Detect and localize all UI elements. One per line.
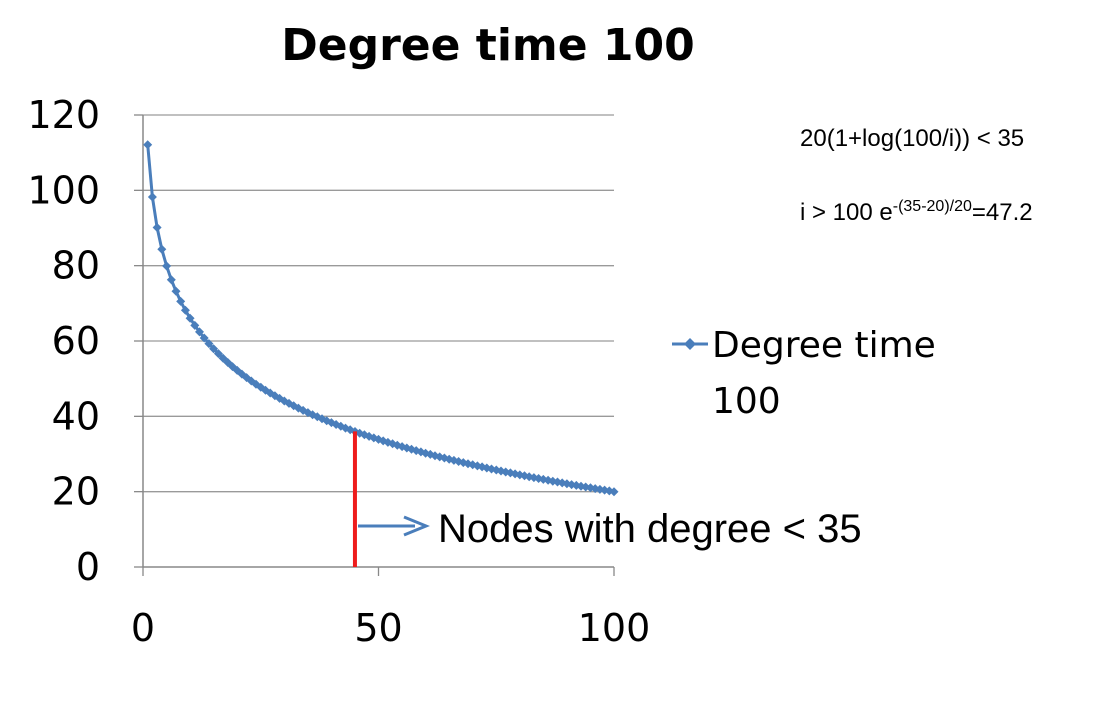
y-tick-labels: 0 20 40 60 80 100 120 bbox=[27, 93, 100, 589]
inequality-note: 20(1+log(100/i)) < 35 bbox=[800, 125, 1024, 152]
y-tick-label-100: 100 bbox=[27, 168, 100, 212]
y-tick-label-20: 20 bbox=[52, 470, 100, 514]
x-tick-label-100: 100 bbox=[578, 606, 651, 650]
x-tick-labels: 0 50 100 bbox=[131, 606, 650, 650]
data-point-16 bbox=[213, 349, 223, 359]
data-point-2 bbox=[147, 192, 157, 202]
data-point-9 bbox=[180, 305, 190, 315]
solution-exponent: -(35-20)/20 bbox=[893, 198, 972, 215]
y-tick-label-60: 60 bbox=[52, 319, 100, 363]
gridlines bbox=[134, 114, 614, 568]
data-point-12 bbox=[195, 327, 204, 337]
data-point-100 bbox=[609, 487, 619, 497]
data-point-6 bbox=[166, 275, 176, 285]
annotation-label: Nodes with degree < 35 bbox=[438, 507, 862, 551]
solution-note: i > 100 e-(35-20)/20=47.2 bbox=[800, 198, 1033, 226]
solution-suffix: =47.2 bbox=[972, 199, 1033, 226]
nodes-annotation: Nodes with degree < 35 bbox=[358, 507, 862, 551]
data-point-8 bbox=[176, 296, 186, 306]
x-tick-label-50: 50 bbox=[354, 606, 402, 650]
data-point-13 bbox=[199, 333, 209, 343]
data-point-78 bbox=[505, 468, 515, 478]
y-tick-label-80: 80 bbox=[52, 244, 100, 288]
y-tick-label-120: 120 bbox=[27, 93, 100, 137]
data-point-7 bbox=[171, 286, 181, 296]
chart-title: Degree time 100 bbox=[281, 20, 695, 71]
data-point-4 bbox=[157, 244, 167, 254]
series-degree-time-100 bbox=[143, 140, 619, 497]
data-point-5 bbox=[162, 261, 172, 271]
data-point-11 bbox=[190, 320, 200, 330]
legend-swatch-marker bbox=[684, 338, 696, 350]
solution-prefix: i > 100 e bbox=[800, 199, 893, 226]
legend-label-line-1: Degree time bbox=[712, 325, 936, 366]
annotation-arrow-head bbox=[403, 515, 430, 537]
data-point-1 bbox=[143, 140, 153, 150]
data-point-14 bbox=[204, 339, 214, 349]
data-point-3 bbox=[152, 223, 162, 232]
y-tick-label-40: 40 bbox=[52, 394, 100, 438]
y-tick-label-0: 0 bbox=[76, 545, 100, 589]
legend-label: Degree time 100 bbox=[712, 325, 947, 422]
legend-label-line-2: 100 bbox=[712, 381, 781, 422]
data-point-15 bbox=[209, 344, 219, 354]
x-tick-label-0: 0 bbox=[131, 606, 155, 650]
legend: Degree time 100 bbox=[672, 325, 947, 422]
axes bbox=[142, 115, 615, 576]
data-point-10 bbox=[185, 313, 195, 323]
